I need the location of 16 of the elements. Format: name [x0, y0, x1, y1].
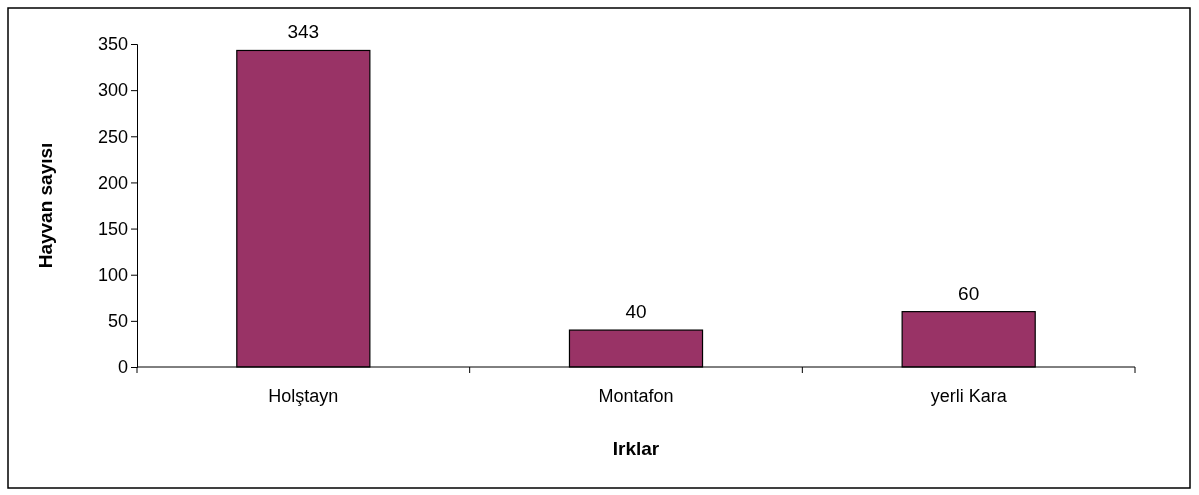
y-tick-label: 50 — [107, 311, 128, 332]
y-tick-label: 350 — [97, 34, 128, 55]
x-tick-label: yerli Kara — [930, 386, 1008, 406]
data-label: 60 — [958, 282, 980, 304]
data-label: 40 — [625, 301, 647, 323]
y-tick-label: 300 — [97, 80, 128, 101]
y-tick-label: 200 — [97, 172, 128, 193]
y-tick-label: 150 — [97, 218, 128, 239]
x-tick-label: Holştayn — [268, 386, 339, 406]
y-tick-label: 250 — [97, 126, 128, 147]
y-tick-label: 0 — [117, 357, 128, 378]
data-label: 343 — [287, 21, 320, 43]
y-tick-label: 100 — [97, 264, 128, 285]
x-axis-title: Irklar — [612, 438, 660, 459]
y-axis-title: Hayvan sayısı — [35, 142, 56, 269]
x-tick-label: Montafon — [598, 386, 674, 406]
